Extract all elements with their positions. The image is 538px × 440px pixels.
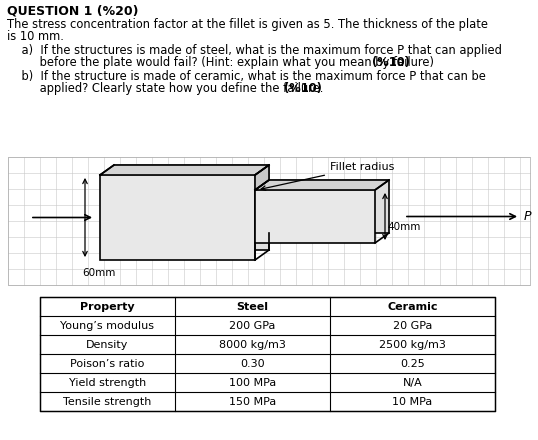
Text: Young’s modulus: Young’s modulus — [60, 320, 154, 330]
Text: 60mm: 60mm — [82, 268, 115, 278]
Text: Property: Property — [80, 301, 135, 312]
Text: 10 MPa: 10 MPa — [392, 396, 433, 407]
Text: is 10 mm.: is 10 mm. — [7, 30, 64, 43]
Bar — [100, 175, 255, 260]
Bar — [255, 190, 375, 243]
Text: Density: Density — [86, 340, 129, 349]
Text: 150 MPa: 150 MPa — [229, 396, 276, 407]
Polygon shape — [255, 165, 269, 190]
Polygon shape — [255, 180, 389, 190]
Text: 200 GPa: 200 GPa — [229, 320, 275, 330]
Text: 100 MPa: 100 MPa — [229, 378, 276, 388]
Text: Ceramic: Ceramic — [387, 301, 438, 312]
Bar — [40, 297, 495, 411]
Text: P: P — [524, 210, 532, 223]
Text: 0.25: 0.25 — [400, 359, 425, 369]
Text: Tensile strength: Tensile strength — [63, 396, 152, 407]
Text: 8000 kg/m3: 8000 kg/m3 — [219, 340, 286, 349]
Text: N/A: N/A — [402, 378, 422, 388]
Text: before the plate would fail? (Hint: explain what you mean by failure): before the plate would fail? (Hint: expl… — [7, 56, 437, 69]
Text: (%10): (%10) — [372, 56, 410, 69]
Text: applied? Clearly state how you define the failure.: applied? Clearly state how you define th… — [7, 82, 327, 95]
Text: (%10): (%10) — [284, 82, 322, 95]
Bar — [114, 165, 269, 250]
Text: 40mm: 40mm — [387, 221, 420, 231]
Text: a)  If the structures is made of steel, what is the maximum force P that can app: a) If the structures is made of steel, w… — [7, 44, 502, 57]
Text: 0.30: 0.30 — [240, 359, 265, 369]
Text: b)  If the structure is made of ceramic, what is the maximum force P that can be: b) If the structure is made of ceramic, … — [7, 70, 486, 83]
Text: 2500 kg/m3: 2500 kg/m3 — [379, 340, 446, 349]
Text: QUESTION 1 (%20): QUESTION 1 (%20) — [7, 4, 138, 17]
Text: 20 GPa: 20 GPa — [393, 320, 432, 330]
Text: Poison’s ratio: Poison’s ratio — [70, 359, 145, 369]
Text: Steel: Steel — [237, 301, 268, 312]
Text: The stress concentration factor at the fillet is given as 5. The thickness of th: The stress concentration factor at the f… — [7, 18, 488, 31]
Bar — [269, 180, 389, 233]
Bar — [8, 157, 530, 285]
Text: Yield strength: Yield strength — [69, 378, 146, 388]
Polygon shape — [100, 165, 269, 175]
Text: Fillet radius: Fillet radius — [261, 162, 394, 191]
